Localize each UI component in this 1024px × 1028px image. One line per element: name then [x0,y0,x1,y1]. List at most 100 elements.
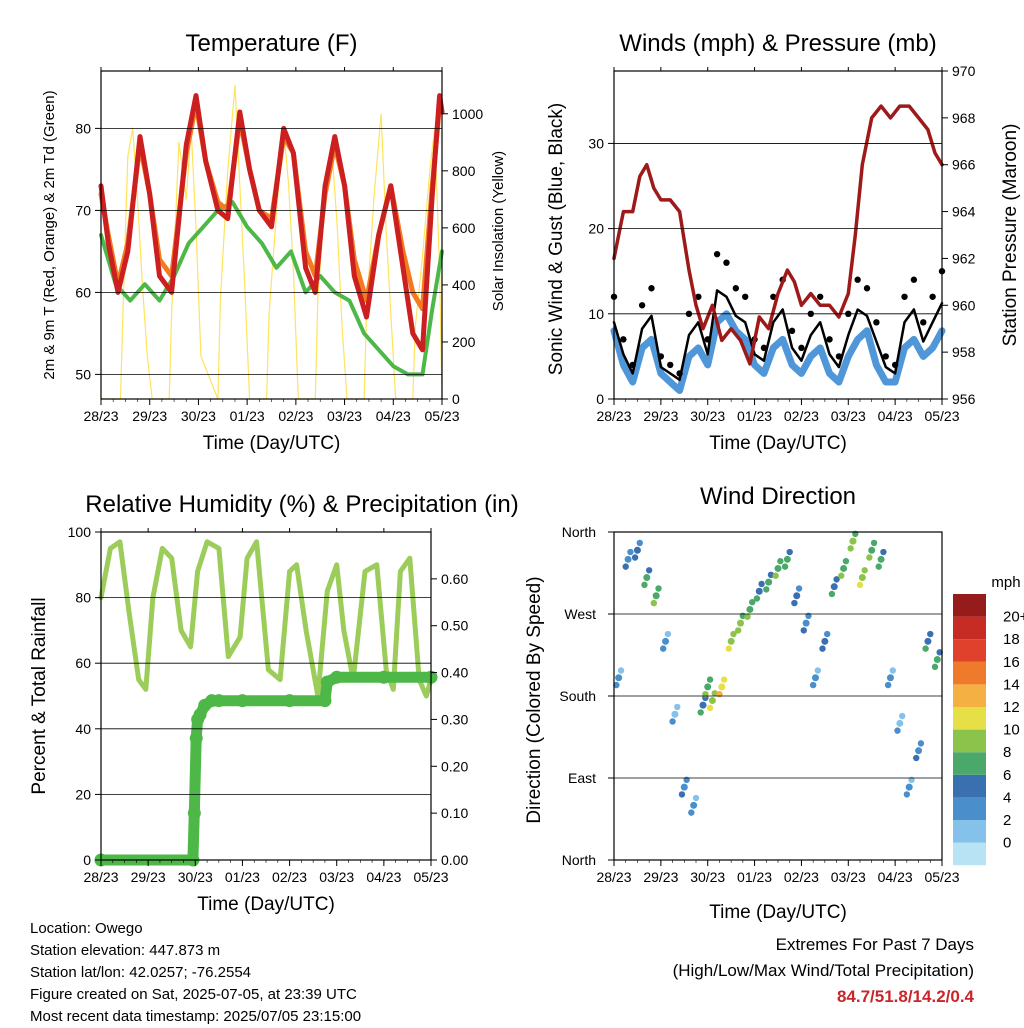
direction-point [631,554,639,561]
extremes-title: Extremes For Past 7 Days [775,935,974,954]
direction-point [669,718,676,725]
y-tick-label: North [562,524,596,540]
extremes-box: Extremes For Past 7 Days (High/Low/Max W… [673,932,974,1010]
direction-point [744,613,751,620]
y-tick-label: 80 [75,120,91,136]
gust-point [723,259,730,266]
direction-series [613,530,943,816]
y2-tick-label: 0.40 [441,665,468,681]
x-tick-label: 02/23 [278,408,313,424]
precip-point [235,694,249,708]
direction-point [662,637,670,645]
y-tick-label: 10 [588,306,604,322]
y2-axis-label: Solar Insolation (Yellow) [490,151,507,311]
direction-point [660,645,667,652]
x-tick-label: 04/23 [366,869,401,885]
direction-point [847,545,854,552]
x-tick-label: 05/23 [924,408,959,424]
x-tick-label: 28/23 [596,408,631,424]
direction-point [746,605,754,613]
direction-point [809,681,817,689]
y-tick-label: 70 [75,202,91,218]
direction-point [706,676,714,683]
x-tick-label: 29/23 [131,869,166,885]
direction-point [763,586,770,593]
direction-point [880,548,887,556]
gust-point [863,285,871,292]
y2-tick-label: 0.20 [441,758,468,774]
direction-point [870,539,878,547]
y2-tick-label: 0.30 [441,711,468,727]
gust-point [713,250,721,258]
legend-swatch [953,842,986,866]
direction-point [643,574,651,582]
direction-point [655,585,662,592]
direction-point [783,555,791,563]
gust-point [882,353,889,360]
direction-point [913,754,920,762]
direction-point [641,581,648,589]
x-axis-label: Time (Day/UTC) [203,433,341,454]
x-tick-label: 30/23 [690,869,725,885]
x-tick-label: 28/23 [596,869,631,885]
direction-point [674,703,681,711]
y-tick-label: 100 [68,524,92,540]
direction-point [708,697,716,705]
gust-point [910,276,918,283]
pressure-line [612,104,944,366]
humidity-series [94,539,438,867]
plot-border [613,70,943,400]
legend-swatch [953,684,986,707]
solar-line [100,84,443,400]
x-tick-label: 28/23 [83,408,118,424]
direction-point [861,567,868,574]
elevation-text: Station elevation: 447.873 m [30,942,221,959]
gust-point [620,336,627,343]
direction-point [830,583,838,591]
direction-point [725,645,732,652]
gust-point [732,285,740,292]
precip-point [187,806,201,820]
direction-point [915,747,923,755]
direction-point [692,794,700,802]
direction-point [931,663,939,671]
y2-tick-label: 956 [952,391,976,407]
direction-point [774,564,782,572]
y-axis-label: Sonic Wind & Gust (Blue, Black) [546,103,567,375]
precip-point [377,670,391,684]
direction-point [652,592,660,600]
plot-border [100,531,432,861]
chart-title: Wind Direction [700,483,856,510]
gust-point [695,293,702,300]
direction-point [903,791,911,798]
direction-point [886,674,894,682]
direction-point [627,548,634,556]
legend-swatch [953,616,986,640]
legend-label: 10 [1003,722,1020,739]
y2-tick-label: 962 [952,250,976,266]
direction-point [734,627,742,634]
x-tick-label: 04/23 [878,869,913,885]
y2-tick-label: 800 [452,163,476,179]
direction-point [842,557,850,565]
y2-tick-label: 0.10 [441,805,468,821]
y-tick-label: 20 [75,786,91,802]
direction-point [875,563,882,570]
legend-label: 0 [1003,835,1011,852]
chart-title: Relative Humidity (%) & Precipitation (i… [85,491,518,518]
y-tick-label: South [559,688,596,704]
legend-swatch [953,797,986,820]
y-tick-label: 50 [75,366,91,382]
direction-point [814,667,822,674]
y-tick-label: 40 [75,721,91,737]
direction-point [894,727,901,734]
direction-point [908,776,915,784]
x-axis-label: Time (Day/UTC) [197,894,335,915]
direction-point [718,683,726,691]
x-tick-label: 02/23 [784,408,819,424]
extremes-subtitle: (High/Low/Max Wind/Total Precipitation) [672,961,974,980]
y-tick-label: 0 [596,391,604,407]
location-text: Location: Owego [30,920,143,937]
